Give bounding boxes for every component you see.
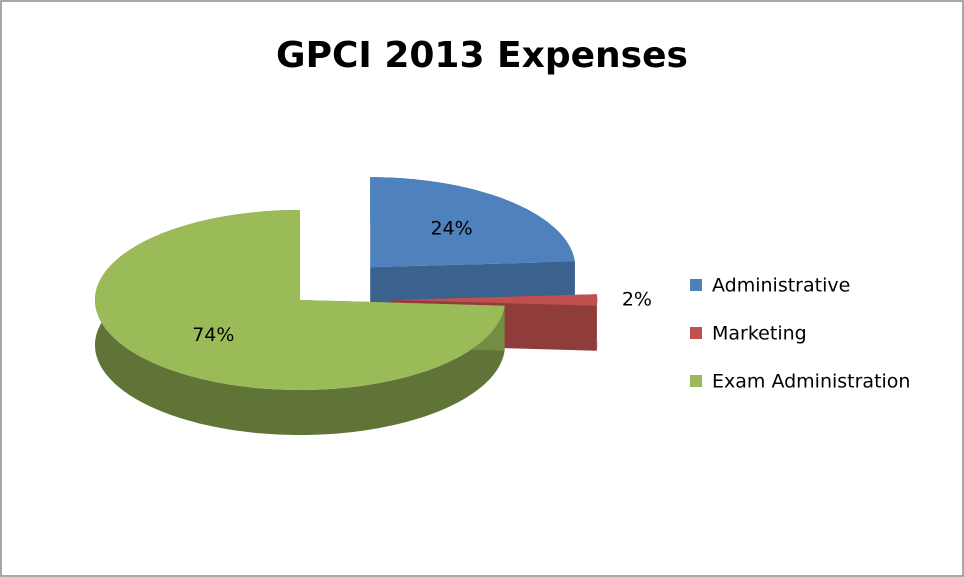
legend-swatch [690, 279, 702, 291]
data-label: 2% [622, 289, 652, 311]
legend-label: Administrative [712, 275, 850, 297]
chart-title: GPCI 2013 Expenses [276, 35, 688, 76]
data-label: 24% [430, 218, 472, 240]
legend-swatch [690, 375, 702, 387]
slice [370, 177, 575, 268]
legend-label: Exam Administration [712, 371, 910, 393]
legend-swatch [690, 327, 702, 339]
slice [95, 210, 505, 390]
legend-label: Marketing [712, 323, 807, 345]
slice [392, 294, 598, 306]
data-label: 74% [192, 324, 234, 346]
